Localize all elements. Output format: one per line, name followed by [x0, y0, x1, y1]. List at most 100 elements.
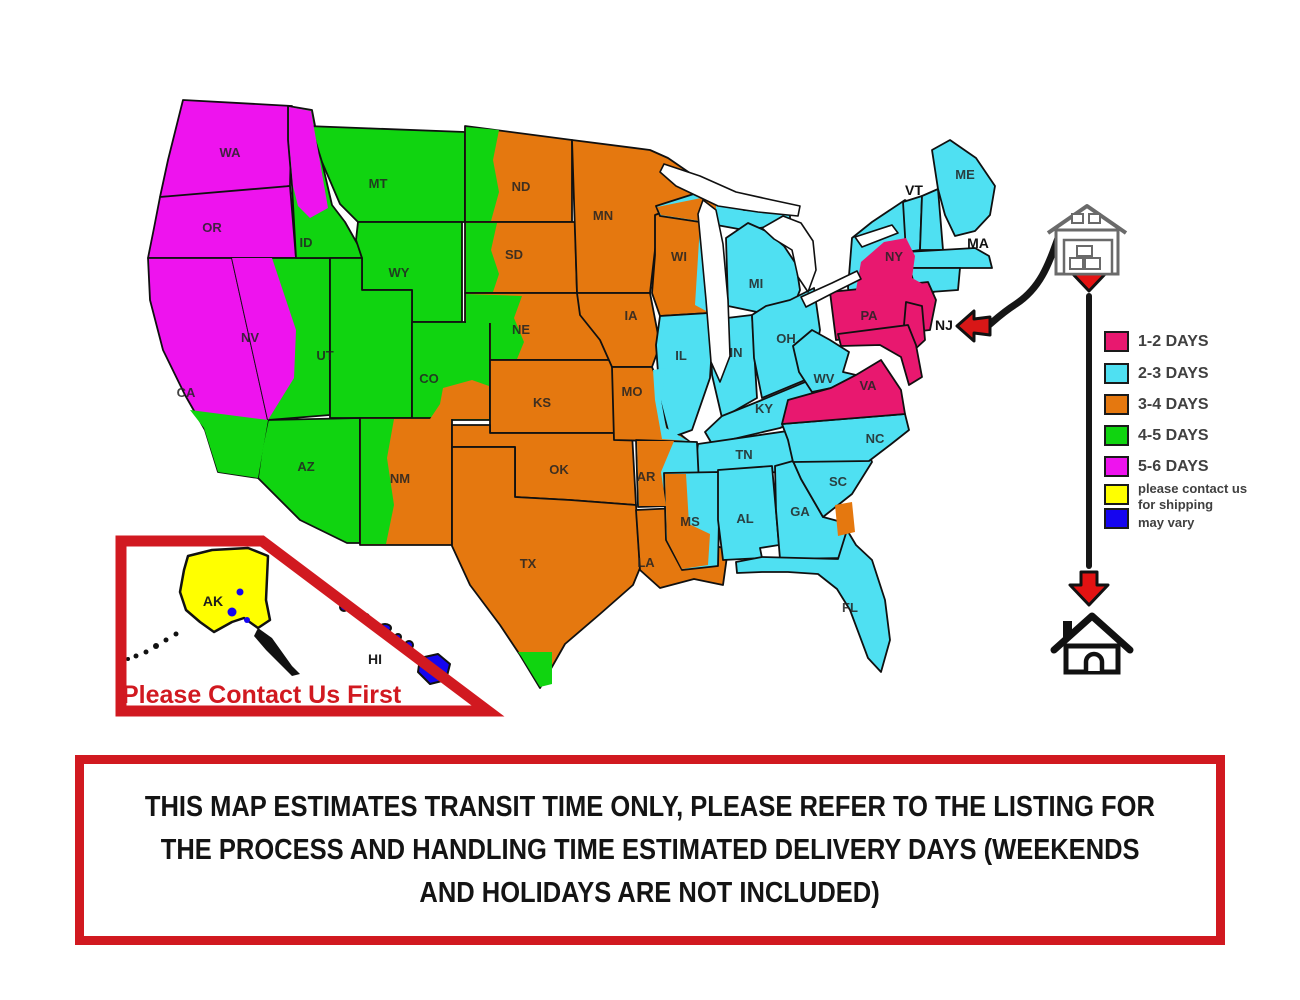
- state-label-ga: GA: [790, 504, 810, 519]
- patch-co-se-orange: [430, 380, 489, 419]
- state-label-ne: NE: [512, 322, 530, 337]
- alaska-panhandle: [254, 628, 300, 676]
- state-label-ia: IA: [625, 308, 639, 323]
- state-nc: [781, 413, 910, 463]
- disclaimer-box: THIS MAP ESTIMATES TRANSIT TIME ONLY, PL…: [75, 755, 1225, 945]
- aleutian-islands: [126, 631, 179, 661]
- alaska-lakes: [227, 588, 250, 623]
- legend-row-may-vary: may vary: [1104, 507, 1256, 531]
- state-label-in: IN: [730, 345, 743, 360]
- legend-label-1-2-days: 1-2 DAYS: [1138, 332, 1209, 350]
- patch-ne-west-green: [466, 294, 524, 359]
- state-label-ma: MA: [967, 235, 989, 251]
- state-label-al: AL: [736, 511, 753, 526]
- state-label-ny: NY: [885, 249, 903, 264]
- state-label-ms: MS: [680, 514, 700, 529]
- patch-ca-south-green: [190, 410, 268, 478]
- state-label-or: OR: [202, 220, 222, 235]
- nj-callout-label: NJ: [935, 317, 953, 333]
- state-label-tx: TX: [520, 556, 537, 571]
- state-label-nv: NV: [241, 330, 259, 345]
- state-va: [781, 359, 906, 425]
- legend-swatch-may-vary: [1104, 508, 1129, 530]
- state-label-nm: NM: [390, 471, 410, 486]
- patch-sd-west-green: [466, 223, 499, 292]
- state-label-nc: NC: [866, 431, 885, 446]
- inset-box: AK HI: [115, 535, 505, 717]
- route-curve-line: [985, 234, 1062, 329]
- patch-ny-south-pink: [856, 238, 930, 297]
- state-label-ar: AR: [637, 469, 656, 484]
- state-label-sc: SC: [829, 474, 848, 489]
- arrow-left-icon: [955, 309, 992, 343]
- lake-huron: [761, 215, 817, 293]
- state-label-ky: KY: [755, 401, 773, 416]
- legend-label-3-4-days: 3-4 DAYS: [1138, 395, 1209, 413]
- state-label-ca: CA: [177, 385, 196, 400]
- lake-ontario: [854, 224, 899, 248]
- house-icon: [1050, 612, 1134, 675]
- disclaimer-line-1: THIS MAP ESTIMATES TRANSIT TIME ONLY, PL…: [144, 790, 1156, 823]
- patch-ga-coast-orange: [835, 502, 855, 536]
- inset-label-hi: HI: [368, 651, 382, 667]
- legend-label-2-3-days: 2-3 DAYS: [1138, 364, 1209, 382]
- state-label-wv: WV: [814, 371, 835, 386]
- state-label-mt: MT: [369, 176, 388, 191]
- alaska-shape: [178, 546, 272, 634]
- state-label-ks: KS: [533, 395, 551, 410]
- state-label-mi: MI: [749, 276, 763, 291]
- state-label-wy: WY: [389, 265, 410, 280]
- legend-swatch-3-4-days: [1104, 394, 1129, 415]
- state-label-la: LA: [637, 555, 655, 570]
- pink-states-layer: [781, 238, 937, 425]
- state-label-tn: TN: [735, 447, 752, 462]
- patch-id-panhandle-magenta: [289, 107, 328, 218]
- legend-swatch-5-6-days: [1104, 456, 1129, 477]
- patch-tx-tip-green: [518, 652, 552, 687]
- patch-nm-west-green: [361, 419, 394, 544]
- patch-nd-west-green: [466, 127, 499, 221]
- lake-erie: [800, 270, 862, 308]
- legend-label-contact: please contact us for shipping: [1138, 481, 1248, 512]
- inset-label-ak: AK: [203, 593, 223, 609]
- state-label-id: ID: [300, 235, 313, 250]
- patch-ms-west-orange: [665, 474, 710, 569]
- arrow-down-icon-bottom: [1068, 570, 1110, 607]
- state-label-vt: VT: [905, 182, 923, 198]
- state-labels-layer: WA OR CA NV ID MT WY UT AZ CO NM ND SD N…: [177, 145, 989, 615]
- state-label-ok: OK: [549, 462, 569, 477]
- state-label-wi: WI: [671, 249, 687, 264]
- state-label-pa: PA: [860, 308, 878, 323]
- legend-row-1-2-days: 1-2 DAYS: [1104, 331, 1209, 352]
- legend-swatch-contact: [1104, 484, 1129, 505]
- warehouse-icon: [1046, 204, 1128, 276]
- state-label-az: AZ: [297, 459, 314, 474]
- patch-nv-west-magenta: [232, 258, 296, 420]
- lake-superior: [659, 163, 801, 217]
- state-al: [717, 465, 780, 561]
- legend-swatch-1-2-days: [1104, 331, 1129, 352]
- legend-row-4-5-days: 4-5 DAYS: [1104, 425, 1209, 446]
- state-label-sd: SD: [505, 247, 523, 262]
- route-annotation: NJ: [935, 204, 1134, 675]
- state-ks: [489, 359, 633, 434]
- inset-border: [115, 535, 505, 717]
- great-lakes-layer: [659, 163, 899, 383]
- state-tx: [451, 446, 641, 689]
- state-or: [147, 185, 297, 259]
- state-label-fl: FL: [842, 600, 858, 615]
- state-label-mo: MO: [622, 384, 643, 399]
- state-az: [257, 417, 361, 544]
- state-ma: [905, 247, 993, 269]
- state-fl: [735, 529, 891, 673]
- lake-michigan: [697, 199, 731, 383]
- state-label-mn: MN: [593, 208, 613, 223]
- legend-label-may-vary: may vary: [1138, 515, 1195, 530]
- legend-swatch-4-5-days: [1104, 425, 1129, 446]
- state-label-ut: UT: [316, 348, 333, 363]
- disclaimer-line-2: THE PROCESS AND HANDLING TIME ESTIMATED …: [160, 833, 1140, 866]
- state-label-me: ME: [955, 167, 975, 182]
- disclaimer-line-3: AND HOLIDAYS ARE NOT INCLUDED): [419, 876, 881, 909]
